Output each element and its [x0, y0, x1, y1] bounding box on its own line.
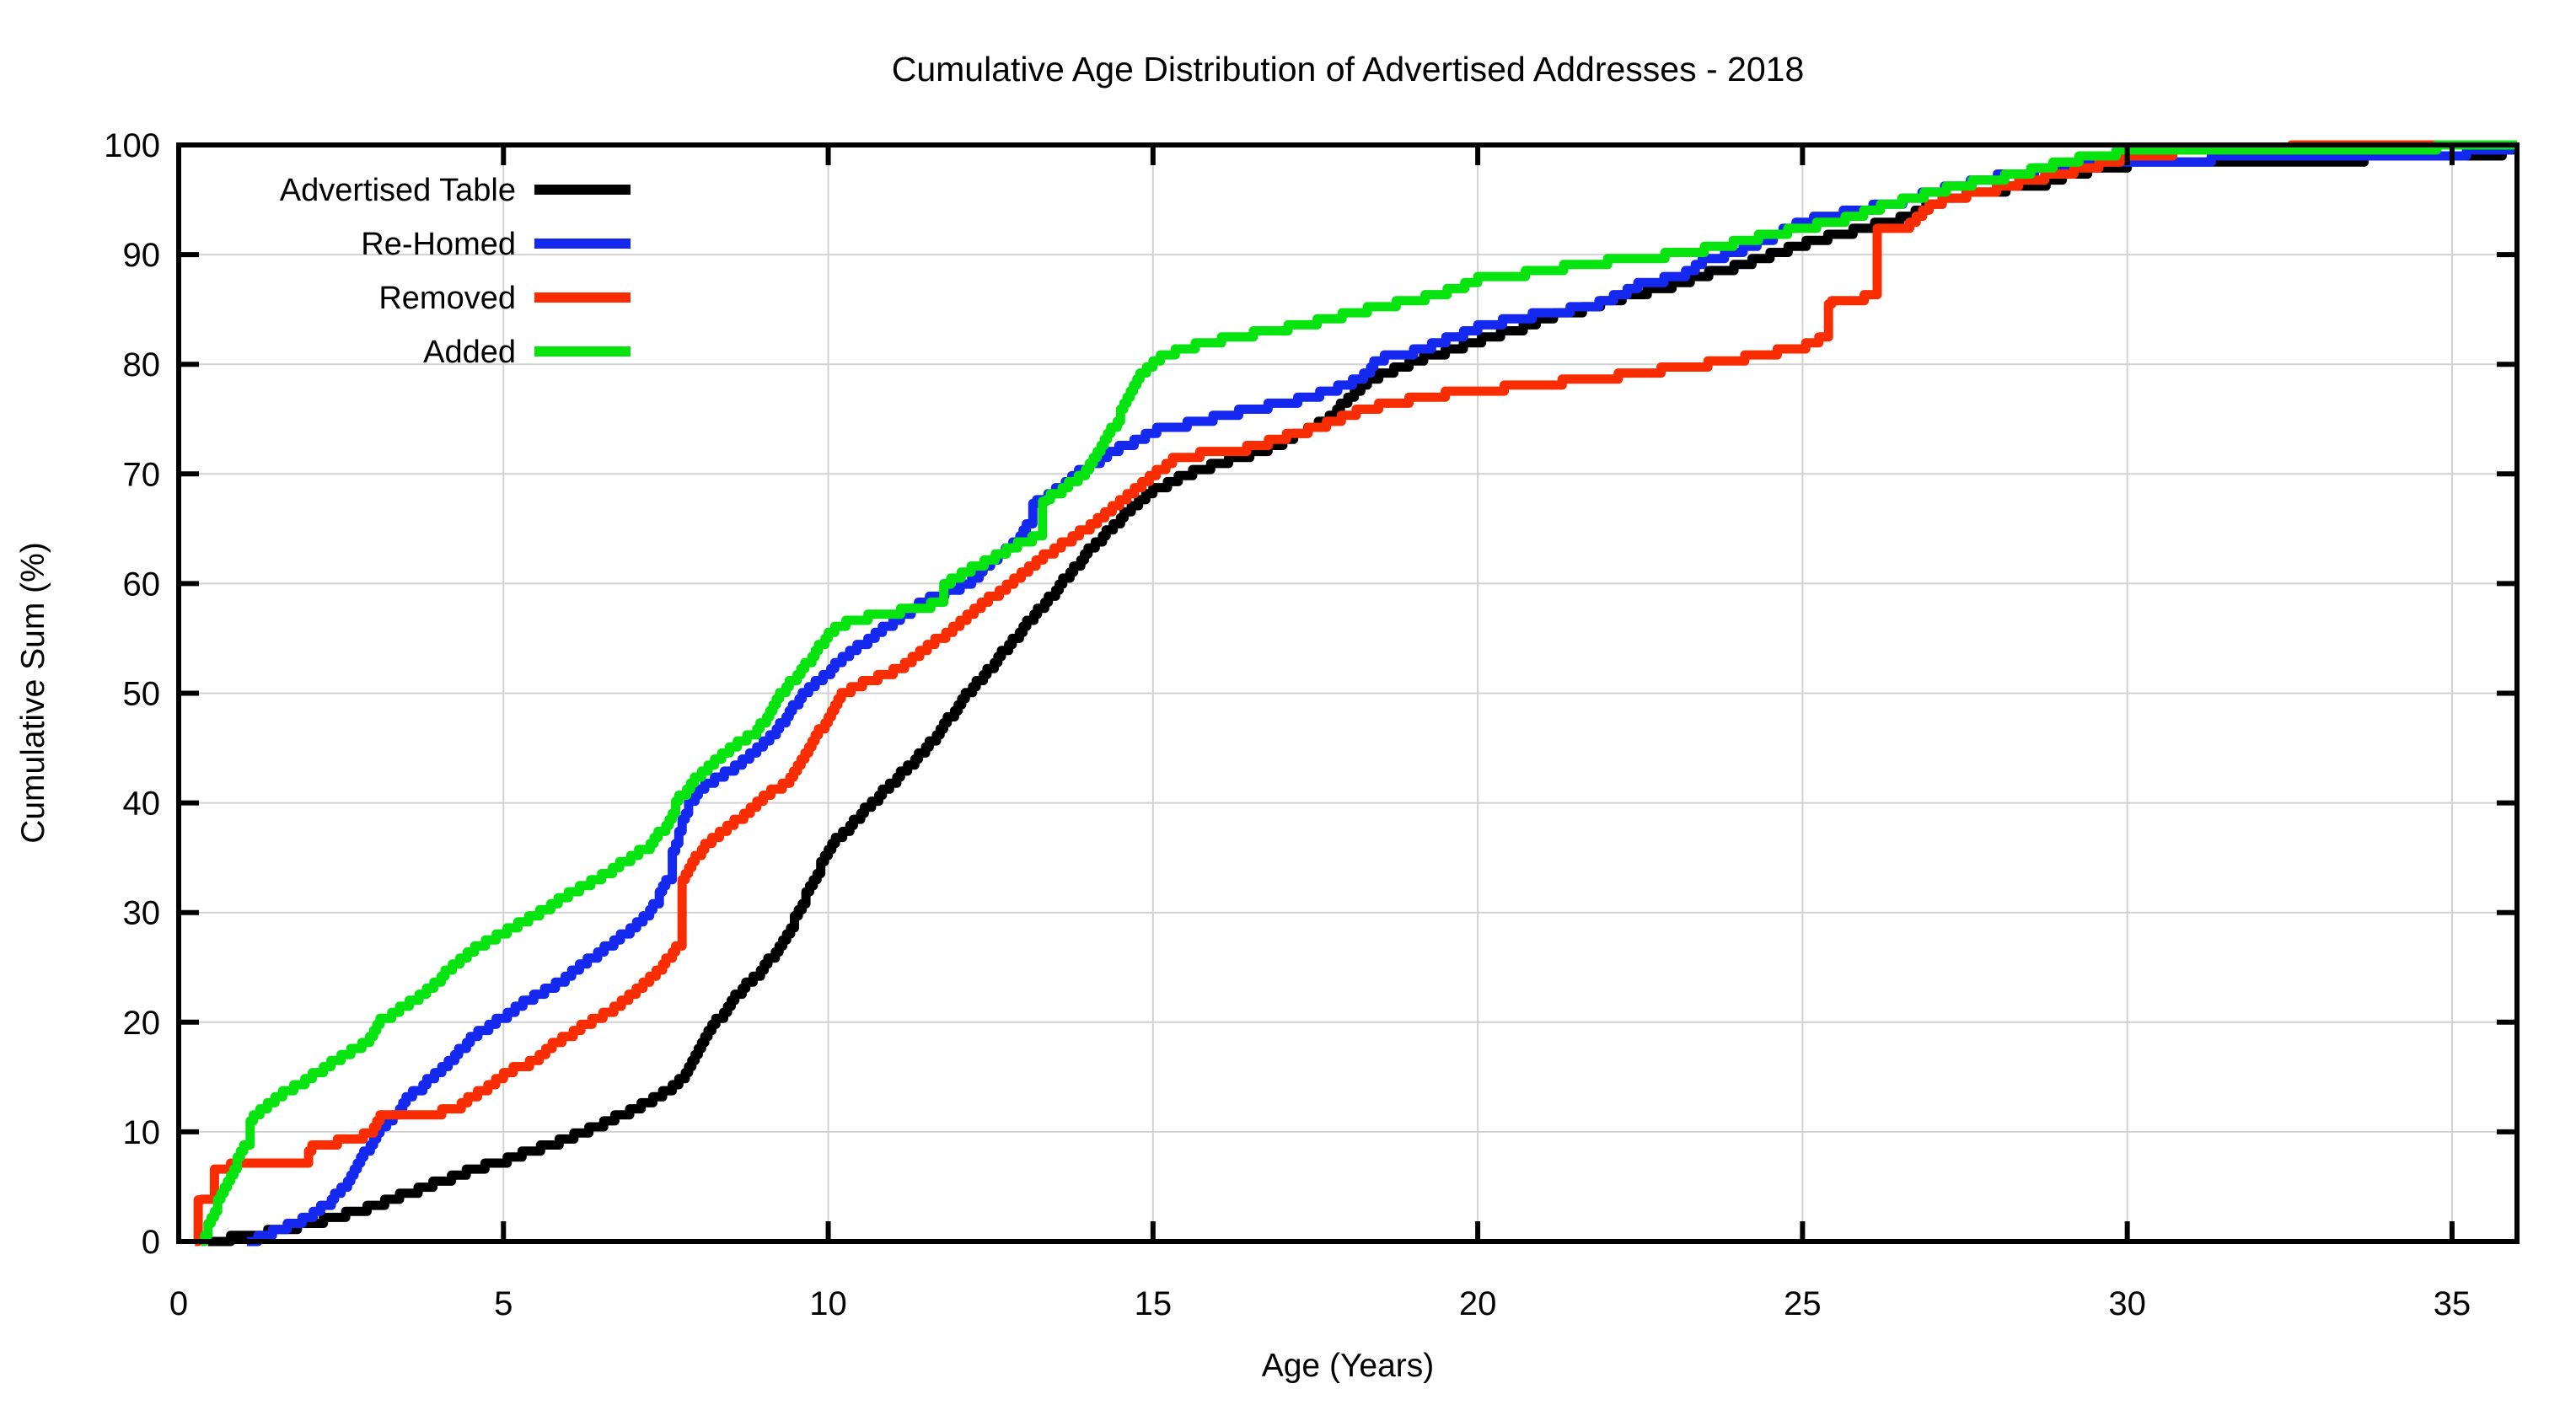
series-line-removed: [193, 140, 2518, 1247]
legend-item-removed: Removed: [378, 281, 631, 316]
x-tick-label-5: 5: [494, 1285, 513, 1322]
y-tick-label-40: 40: [123, 786, 161, 823]
x-tick-label-35: 35: [2434, 1285, 2471, 1322]
grid-layer: [179, 145, 2517, 1241]
y-tick-label-20: 20: [123, 1005, 161, 1042]
y-tick-label-80: 80: [123, 346, 161, 383]
y-tick-label-100: 100: [104, 127, 160, 164]
legend-label: Re-Homed: [361, 227, 516, 262]
x-tick-label-10: 10: [809, 1285, 847, 1322]
x-tick-label-20: 20: [1459, 1285, 1497, 1322]
y-tick-label-50: 50: [123, 676, 161, 713]
x-tick-label-30: 30: [2108, 1285, 2146, 1322]
legend-label: Added: [423, 335, 516, 370]
y-tick-label-70: 70: [123, 456, 161, 493]
x-axis-label: Age (Years): [1262, 1348, 1435, 1384]
series-line-advertised-table: [207, 145, 2519, 1247]
y-tick-label-10: 10: [123, 1114, 161, 1151]
legend-item-advertised-table: Advertised Table: [280, 173, 631, 208]
y-axis-label: Cumulative Sum (%): [15, 542, 51, 844]
y-tick-label-60: 60: [123, 566, 161, 603]
x-tick-label-15: 15: [1135, 1285, 1173, 1322]
x-tick-label-0: 0: [169, 1285, 188, 1322]
series-layer: [193, 140, 2519, 1247]
x-tick-label-25: 25: [1784, 1285, 1822, 1322]
y-tick-label-90: 90: [123, 237, 161, 274]
legend: Advertised Table Re-Homed Removed Added: [280, 173, 631, 370]
y-tick-label-30: 30: [123, 895, 161, 932]
legend-label: Removed: [378, 281, 516, 316]
legend-label: Advertised Table: [280, 173, 516, 208]
chart-title: Cumulative Age Distribution of Advertise…: [892, 50, 1805, 88]
series-line-added: [200, 140, 2518, 1247]
legend-item-re-homed: Re-Homed: [361, 227, 631, 262]
tick-layer: 0 5 10 15 20 25 30 35 0 10 20 30 40 50 60 70 80 90 100: [104, 127, 2517, 1322]
legend-item-added: Added: [423, 335, 631, 370]
y-tick-label-0: 0: [142, 1224, 160, 1261]
